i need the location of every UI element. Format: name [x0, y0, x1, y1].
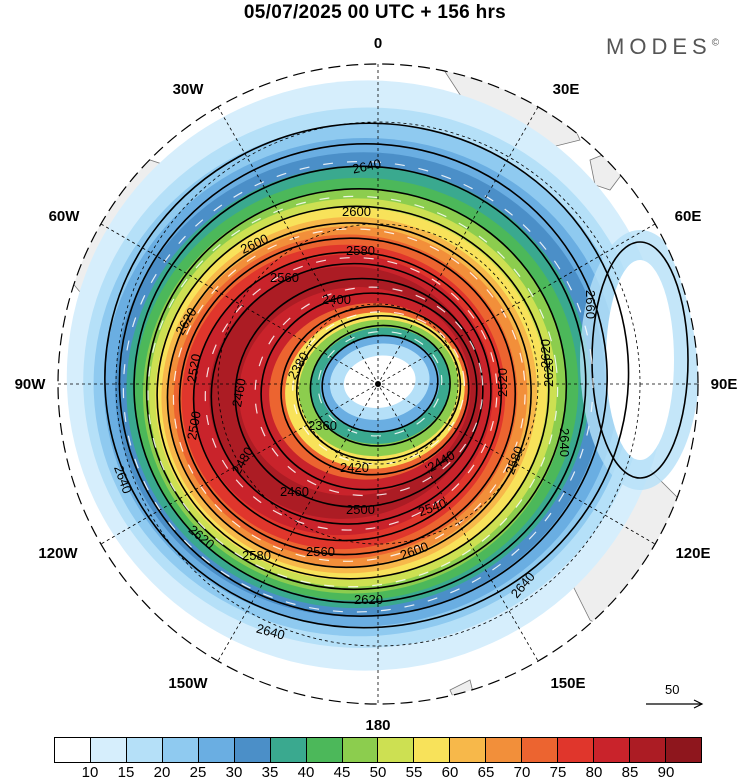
copyright-mark: © — [711, 37, 720, 49]
lon-label-60w: 60W — [49, 208, 81, 225]
shading-lobe-east-inner — [606, 260, 674, 460]
lon-label-30w: 30W — [173, 81, 205, 98]
colorbar-ticks: 10 15 20 25 30 35 40 45 50 55 60 65 70 75 80 85 90 — [54, 764, 702, 782]
colorbar-cell — [486, 738, 523, 762]
colorbar-cell — [234, 738, 271, 762]
contour-label: 2520 — [495, 368, 510, 397]
map-title: 05/07/2025 00 UTC + 156 hrs — [243, 2, 507, 23]
colorbar — [54, 737, 702, 763]
contour-label: 2640 — [255, 621, 287, 643]
contour-label: 2600 — [342, 204, 371, 219]
colorbar-cell — [594, 738, 630, 762]
lon-label-90e: 90E — [711, 376, 738, 393]
colorbar-cell — [450, 738, 487, 762]
polar-map: 2640 2600 2600 2580 2620 2560 2400 2380 … — [15, 35, 738, 734]
lon-label-120e: 120E — [675, 545, 710, 562]
colorbar-cell — [55, 738, 91, 762]
height-contours — [104, 122, 630, 629]
colorbar-tick-label: 90 — [657, 764, 675, 781]
contour-label: 2460 — [280, 484, 309, 499]
contour-label: 2560 — [306, 544, 335, 559]
colorbar-tick-label: 15 — [117, 764, 135, 781]
pole-marker — [375, 381, 381, 387]
colorbar-cell — [665, 738, 701, 762]
colorbar-tick-label: 85 — [621, 764, 639, 781]
lon-label-90w: 90W — [15, 376, 47, 393]
brand-name: MODES — [606, 34, 712, 59]
lon-label-150w: 150W — [168, 675, 208, 692]
colorbar-tick-label: 70 — [513, 764, 531, 781]
colorbar-tick-label: 10 — [81, 764, 99, 781]
lon-label-0: 0 — [374, 35, 382, 52]
lon-label-180: 180 — [365, 717, 390, 734]
colorbar-cell — [522, 738, 559, 762]
colorbar-tick-label: 65 — [477, 764, 495, 781]
colorbar-tick-label: 55 — [405, 764, 423, 781]
contour-label: 2560 — [270, 270, 299, 285]
colorbar-cell — [90, 738, 127, 762]
contour-label: 2640 — [351, 156, 382, 177]
contour-label: 2500 — [346, 502, 375, 517]
colorbar-cell — [414, 738, 451, 762]
colorbar-tick-label: 30 — [225, 764, 243, 781]
lon-label-120w: 120W — [38, 545, 78, 562]
lon-label-60e: 60E — [675, 208, 702, 225]
contour-label: 2620 — [354, 592, 383, 607]
lon-label-150e: 150E — [550, 675, 585, 692]
colorbar-tick-label: 80 — [585, 764, 603, 781]
colorbar-cell — [342, 738, 379, 762]
reference-vector-label: 50 — [665, 682, 680, 697]
colorbar-tick-label: 35 — [261, 764, 279, 781]
brand-logo: MODES© — [606, 34, 719, 60]
contour-label: 2580 — [242, 548, 271, 563]
colorbar-cell — [630, 738, 666, 762]
colorbar-tick-label: 20 — [153, 764, 171, 781]
contour-label: 2620 — [538, 339, 553, 368]
colorbar-cell — [306, 738, 343, 762]
contour-label: 2400 — [322, 292, 351, 307]
colorbar-cell — [198, 738, 235, 762]
contour-label: 2580 — [346, 243, 375, 258]
colorbar-cell — [558, 738, 595, 762]
colorbar-cell — [162, 738, 199, 762]
contour-label: 2460 — [229, 377, 249, 408]
colorbar-cell — [378, 738, 415, 762]
contour-label: 2660 — [583, 290, 598, 319]
map-content: 2640 2600 2600 2580 2620 2560 2400 2380 … — [58, 64, 698, 704]
contour-label: 2420 — [340, 460, 369, 475]
colorbar-tick-label: 40 — [297, 764, 315, 781]
colorbar-tick-label: 50 — [369, 764, 387, 781]
colorbar-tick-label: 75 — [549, 764, 567, 781]
colorbar-cell — [126, 738, 163, 762]
contour-label: 2640 — [557, 428, 572, 457]
colorbar-tick-label: 60 — [441, 764, 459, 781]
colorbar-tick-label: 25 — [189, 764, 207, 781]
reference-vector-arrow — [646, 699, 704, 709]
contour-label: 2520 — [184, 353, 204, 384]
contour-label: 2360 — [308, 418, 337, 433]
contour-label: 2500 — [184, 410, 204, 441]
colorbar-cell — [270, 738, 307, 762]
colorbar-tick-label: 45 — [333, 764, 351, 781]
contour-label: 2620 — [541, 358, 556, 387]
wind-arrows — [122, 160, 594, 613]
map-border — [57, 63, 699, 705]
lon-label-30e: 30E — [553, 81, 580, 98]
